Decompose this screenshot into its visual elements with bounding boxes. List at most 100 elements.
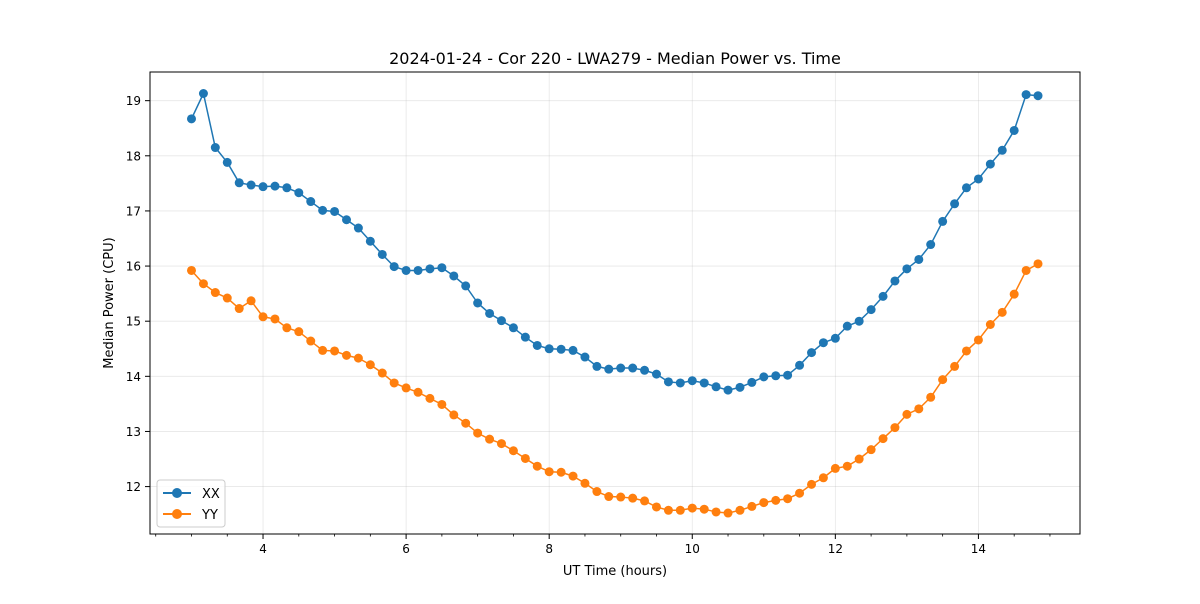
x-tick-label: 6 bbox=[402, 542, 410, 556]
data-point-yy bbox=[318, 345, 328, 355]
data-point-yy bbox=[485, 434, 495, 444]
data-point-xx bbox=[365, 236, 375, 246]
x-axis: 4 6 8 10 12 14 bbox=[155, 534, 1051, 556]
data-point-xx bbox=[222, 157, 232, 167]
legend-label-yy: YY bbox=[201, 508, 218, 523]
y-tick-label: 14 bbox=[126, 370, 141, 384]
data-point-xx bbox=[270, 181, 280, 191]
data-point-yy bbox=[401, 383, 411, 393]
data-point-yy bbox=[389, 378, 399, 388]
data-point-yy bbox=[580, 478, 590, 488]
y-tick-label: 12 bbox=[126, 480, 141, 494]
data-point-yy bbox=[1009, 289, 1019, 299]
data-point-yy bbox=[950, 361, 960, 371]
data-point-yy bbox=[759, 498, 769, 508]
data-point-yy bbox=[687, 503, 697, 513]
data-point-xx bbox=[926, 240, 936, 250]
data-point-xx bbox=[818, 338, 828, 348]
legend-marker-xx bbox=[172, 488, 182, 498]
data-point-xx bbox=[866, 305, 876, 315]
data-point-xx bbox=[961, 183, 971, 193]
data-point-xx bbox=[294, 188, 304, 198]
data-point-yy bbox=[628, 493, 638, 503]
y-tick-label: 19 bbox=[126, 94, 141, 108]
x-tick-label: 14 bbox=[971, 542, 986, 556]
data-point-xx bbox=[353, 223, 363, 233]
data-point-xx bbox=[807, 348, 817, 358]
data-point-xx bbox=[771, 371, 781, 381]
data-point-xx bbox=[878, 291, 888, 301]
y-tick-label: 16 bbox=[126, 260, 141, 274]
data-point-yy bbox=[532, 461, 542, 471]
data-point-xx bbox=[425, 264, 435, 274]
data-point-yy bbox=[222, 293, 232, 303]
data-point-xx bbox=[997, 145, 1007, 155]
data-point-yy bbox=[592, 487, 602, 497]
x-tick-label: 4 bbox=[259, 542, 267, 556]
data-point-xx bbox=[306, 197, 316, 207]
data-point-yy bbox=[926, 392, 936, 402]
data-point-xx bbox=[568, 345, 578, 355]
data-point-xx bbox=[258, 182, 268, 192]
data-point-xx bbox=[473, 298, 483, 308]
data-point-xx bbox=[532, 340, 542, 350]
data-point-yy bbox=[342, 350, 352, 360]
data-point-yy bbox=[461, 418, 471, 428]
data-point-xx bbox=[628, 363, 638, 373]
data-point-xx bbox=[592, 361, 602, 371]
data-point-yy bbox=[544, 467, 554, 477]
data-point-xx bbox=[747, 377, 757, 387]
y-tick-label: 15 bbox=[126, 315, 141, 329]
data-point-xx bbox=[640, 365, 650, 375]
data-point-yy bbox=[818, 473, 828, 483]
data-point-xx bbox=[580, 352, 590, 362]
data-point-xx bbox=[699, 378, 709, 388]
data-point-yy bbox=[699, 504, 709, 514]
data-point-xx bbox=[604, 364, 614, 374]
data-point-xx bbox=[795, 360, 805, 370]
data-point-yy bbox=[711, 507, 721, 517]
data-point-yy bbox=[186, 265, 196, 275]
data-point-xx bbox=[520, 332, 530, 342]
series-markers bbox=[186, 89, 1043, 518]
data-point-yy bbox=[508, 446, 518, 456]
data-point-xx bbox=[1021, 90, 1031, 100]
data-point-yy bbox=[914, 404, 924, 414]
y-tick-label: 18 bbox=[126, 149, 141, 163]
data-point-yy bbox=[675, 505, 685, 515]
data-point-xx bbox=[842, 321, 852, 331]
data-point-yy bbox=[413, 387, 423, 397]
data-point-xx bbox=[186, 114, 196, 124]
data-point-yy bbox=[854, 454, 864, 464]
data-point-xx bbox=[854, 316, 864, 326]
y-axis: 12 13 14 15 16 17 18 19 bbox=[126, 94, 150, 494]
data-point-xx bbox=[413, 265, 423, 275]
data-point-xx bbox=[985, 159, 995, 169]
data-point-yy bbox=[830, 463, 840, 473]
plot-area-frame bbox=[149, 71, 1081, 535]
data-point-yy bbox=[783, 494, 793, 504]
data-point-yy bbox=[651, 502, 661, 512]
data-point-xx bbox=[675, 378, 685, 388]
data-point-yy bbox=[306, 336, 316, 346]
y-axis-label: Median Power (CPU) bbox=[102, 237, 117, 368]
data-point-xx bbox=[783, 370, 793, 380]
data-point-yy bbox=[234, 304, 244, 314]
data-point-yy bbox=[890, 423, 900, 433]
legend-marker-yy bbox=[172, 509, 182, 519]
data-point-yy bbox=[568, 471, 578, 481]
data-point-yy bbox=[735, 505, 745, 515]
data-point-yy bbox=[807, 479, 817, 489]
data-point-yy bbox=[640, 496, 650, 506]
data-point-yy bbox=[1033, 259, 1043, 269]
data-point-yy bbox=[473, 428, 483, 438]
data-point-yy bbox=[842, 461, 852, 471]
data-point-xx bbox=[938, 216, 948, 226]
data-point-yy bbox=[496, 439, 506, 449]
data-point-xx bbox=[914, 254, 924, 264]
data-point-yy bbox=[938, 375, 948, 385]
data-point-xx bbox=[330, 206, 340, 216]
data-point-yy bbox=[246, 296, 256, 306]
data-point-xx bbox=[210, 143, 220, 153]
